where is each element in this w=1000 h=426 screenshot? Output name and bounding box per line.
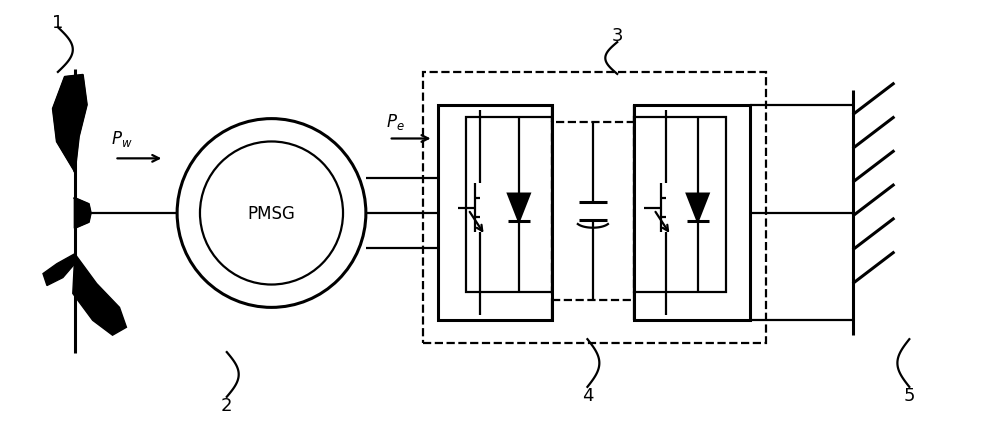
Text: 5: 5 xyxy=(904,386,915,404)
Bar xyxy=(423,73,766,343)
Bar xyxy=(552,122,634,301)
Bar xyxy=(634,117,726,293)
Text: $P_e$: $P_e$ xyxy=(386,111,404,131)
Polygon shape xyxy=(508,194,530,222)
Text: 2: 2 xyxy=(221,396,233,414)
Text: 1: 1 xyxy=(52,14,64,32)
Circle shape xyxy=(177,119,366,308)
Polygon shape xyxy=(75,199,91,228)
Text: $P_w$: $P_w$ xyxy=(111,129,132,149)
Polygon shape xyxy=(73,254,126,335)
Polygon shape xyxy=(53,76,87,172)
Polygon shape xyxy=(43,254,75,286)
Circle shape xyxy=(200,142,343,285)
Text: 4: 4 xyxy=(582,386,593,404)
Bar xyxy=(438,106,552,320)
Bar xyxy=(634,106,750,320)
Polygon shape xyxy=(687,194,709,222)
Text: 3: 3 xyxy=(611,27,623,45)
Text: PMSG: PMSG xyxy=(248,204,295,222)
Bar xyxy=(466,117,552,293)
